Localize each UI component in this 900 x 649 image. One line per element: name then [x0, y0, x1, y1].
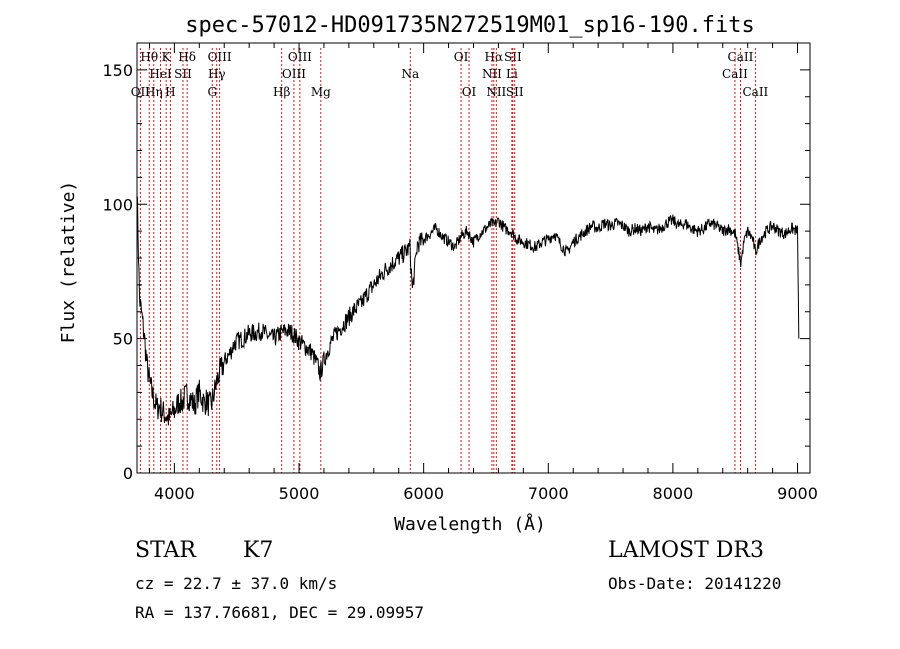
chart-title: spec-57012-HD091735N272519M01_sp16-190.f… [185, 13, 755, 38]
y-axis-label: Flux (relative) [58, 181, 79, 344]
x-tick-label: 5000 [279, 484, 320, 503]
line-marker-label: NII [486, 85, 506, 99]
line-marker-label: OIII [208, 50, 232, 64]
line-marker-label: CaII [722, 67, 748, 81]
y-tick-label: 150 [102, 61, 133, 80]
x-tick-label: 7000 [528, 484, 569, 503]
line-marker-label: Hβ [273, 85, 290, 99]
line-marker-label: H [165, 85, 175, 99]
line-marker-label: OII [131, 85, 151, 99]
line-marker-label: HeI [149, 67, 172, 81]
line-marker-label: Hγ [208, 67, 226, 81]
line-marker-label: Mg [311, 85, 331, 99]
line-marker-label: Hα [485, 50, 504, 64]
x-tick-label: 6000 [403, 484, 444, 503]
spectrum-line [136, 196, 800, 426]
line-marker-label: K [162, 50, 172, 64]
plot-frame [136, 42, 811, 474]
coordinates: RA = 137.76681, DEC = 29.09957 [135, 603, 424, 622]
class-label: STAR [135, 538, 196, 563]
line-marker-label: SII [504, 50, 522, 64]
y-tick-label: 0 [123, 464, 133, 483]
x-axis-label: Wavelength (Å) [394, 513, 546, 535]
y-tick-label: 100 [102, 195, 133, 214]
line-marker-label: OI [462, 85, 477, 99]
line-marker-label: SII [174, 67, 192, 81]
line-marker-label: Hδ [178, 50, 196, 64]
line-marker-label: G [207, 85, 217, 99]
line-marker-label: Li [506, 67, 518, 81]
x-tick-label: 4000 [154, 484, 195, 503]
x-tick-label: 9000 [777, 484, 818, 503]
line-marker-label: SII [506, 85, 524, 99]
line-marker-label: Na [401, 67, 419, 81]
line-marker-label: OIII [288, 50, 312, 64]
survey-label: LAMOST DR3 [608, 538, 764, 563]
axis-ticks: 4000 5000 6000 7000 8000 9000 0 50 100 150 [102, 42, 818, 503]
line-marker-label: Hθ [140, 50, 158, 64]
line-marker-label: CaII [728, 50, 754, 64]
line-marker-label: Hη [145, 85, 163, 99]
line-marker-label: NII [482, 67, 502, 81]
y-tick-label: 50 [113, 330, 133, 349]
line-marker-label: OI [454, 50, 469, 64]
obs-date: Obs-Date: 20141220 [608, 574, 782, 593]
x-tick-label: 8000 [653, 484, 694, 503]
subclass-label: K7 [243, 538, 274, 563]
cz-readout: cz = 22.7 ± 37.0 km/s [135, 574, 338, 593]
line-marker-label: CaII [742, 85, 768, 99]
line-marker-label: OIII [282, 67, 306, 81]
